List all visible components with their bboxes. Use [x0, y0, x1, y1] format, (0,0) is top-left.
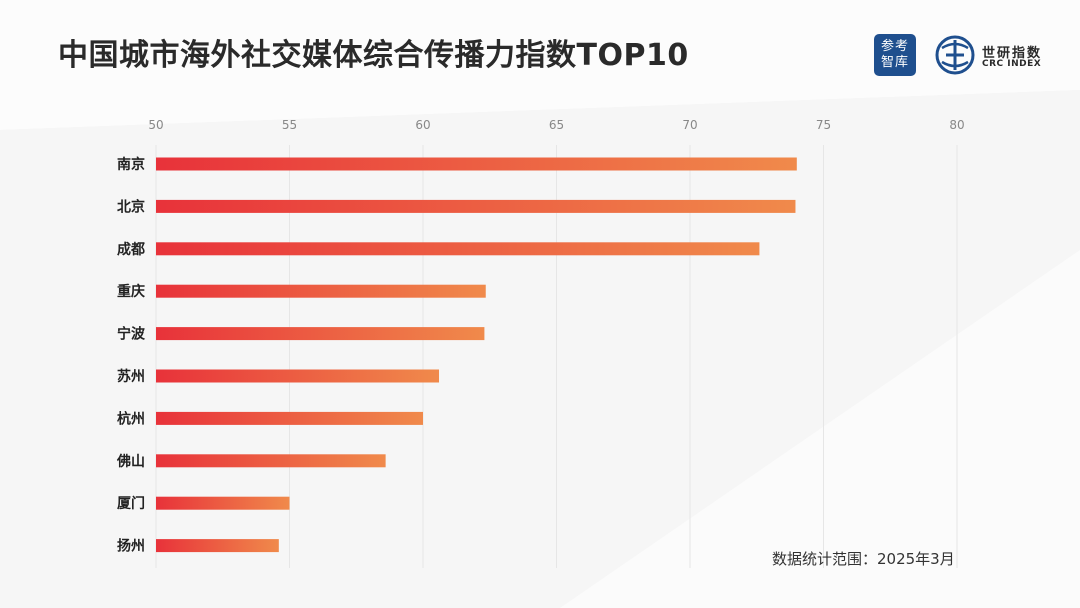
bar	[156, 411, 423, 425]
category-label: 宁波	[117, 326, 146, 343]
category-label: 北京	[117, 198, 145, 215]
globe-icon	[935, 35, 975, 75]
crc-index-name: 世研指数	[982, 46, 1043, 61]
x-tick-label: 75	[816, 118, 831, 132]
category-label: 杭州	[117, 410, 145, 427]
bar	[156, 539, 279, 553]
page-title: 中国城市海外社交媒体综合传播力指数TOP10	[58, 38, 689, 73]
category-label: 成都	[117, 241, 145, 258]
bar	[156, 157, 797, 171]
x-tick-label: 70	[682, 118, 697, 132]
cankao-zhiku-logo: 参考智库	[874, 34, 916, 76]
cankao-zhiku-logo-text: 参考智库	[880, 39, 909, 70]
category-label: 厦门	[117, 495, 145, 512]
x-tick-label: 55	[282, 118, 297, 132]
bar	[156, 242, 760, 256]
bars	[156, 157, 797, 553]
bar	[156, 199, 796, 213]
data-range-note: 数据统计范围：2025年3月	[772, 550, 955, 568]
category-label: 苏州	[117, 368, 145, 385]
bar	[156, 369, 440, 383]
crc-index-en: CRC INDEX	[982, 59, 1042, 69]
category-label: 重庆	[117, 283, 145, 300]
x-tick-label: 60	[415, 118, 430, 132]
bar	[156, 496, 290, 510]
x-tick-label: 65	[549, 118, 564, 132]
crc-index-logo: 世研指数 CRC INDEX	[934, 34, 1054, 76]
bar	[156, 454, 386, 468]
bar	[156, 284, 486, 298]
bar	[156, 327, 485, 341]
x-axis-ticks: 50 55 60 65 70 75 80	[148, 118, 964, 132]
category-label: 南京	[117, 156, 145, 173]
x-tick-label: 80	[949, 118, 964, 132]
category-label: 佛山	[116, 453, 145, 470]
category-label: 扬州	[117, 538, 145, 555]
x-tick-label: 50	[148, 118, 163, 132]
